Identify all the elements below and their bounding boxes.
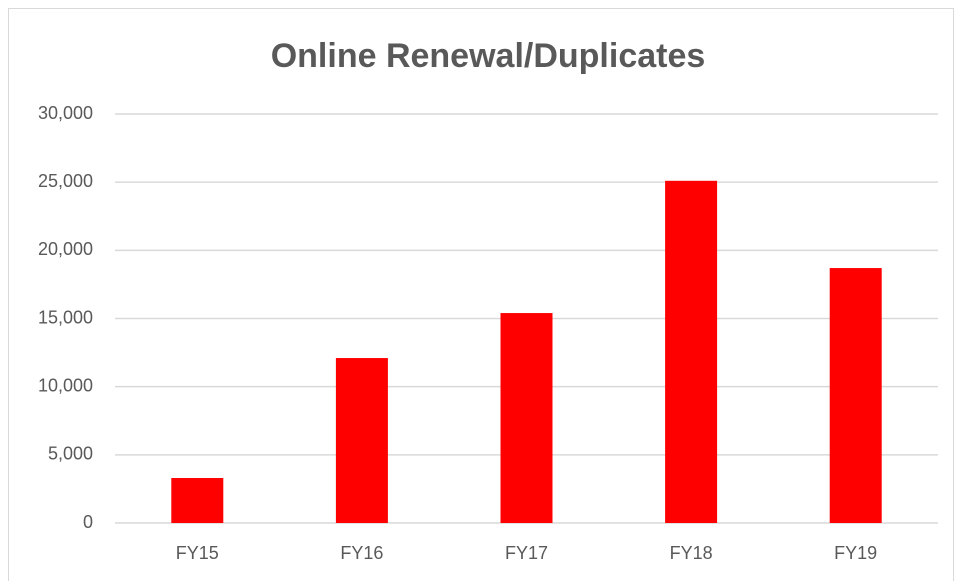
bar (171, 478, 224, 523)
bar (335, 358, 388, 523)
x-tick-label: FY18 (670, 543, 713, 563)
y-tick-label: 10,000 (38, 375, 93, 395)
x-tick-label: FY19 (834, 543, 877, 563)
bar (500, 313, 553, 523)
x-tick-label: FY16 (340, 543, 383, 563)
chart-border (8, 8, 954, 586)
chart-title: Online Renewal/Duplicates (271, 37, 706, 75)
y-tick-label: 5,000 (48, 444, 93, 464)
y-tick-label: 30,000 (38, 103, 93, 123)
y-tick-label: 20,000 (38, 239, 93, 259)
y-tick-label: 15,000 (38, 307, 93, 327)
bar (665, 180, 718, 523)
x-tick-label: FY15 (176, 543, 219, 563)
y-tick-label: 25,000 (38, 171, 93, 191)
y-tick-label: 0 (83, 512, 93, 532)
bar (829, 268, 882, 523)
x-tick-label: FY17 (505, 543, 548, 563)
